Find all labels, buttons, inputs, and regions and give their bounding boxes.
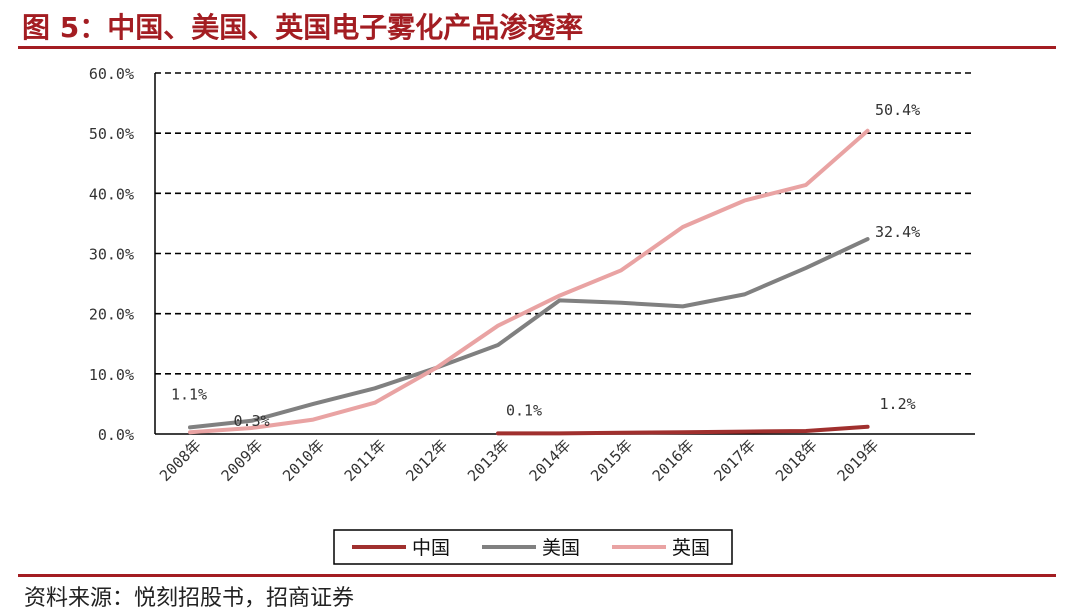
x-tick-label: 2008年 (156, 436, 205, 485)
y-tick-label: 0.0% (98, 426, 134, 444)
legend: 中国 美国 英国 (333, 529, 733, 565)
data-label: 50.4% (875, 101, 920, 119)
x-tick-label: 2013年 (464, 436, 513, 485)
data-label: 1.1% (171, 385, 207, 403)
data-label: 32.4% (875, 223, 920, 241)
title-underline (18, 46, 1056, 49)
x-tick-label: 2014年 (526, 436, 575, 485)
data-label: 0.3% (234, 412, 270, 430)
x-tick-label: 2018年 (772, 436, 821, 485)
data-label: 0.1% (506, 401, 542, 419)
x-tick-label: 2019年 (834, 436, 883, 485)
y-tick-label: 20.0% (89, 306, 134, 324)
x-tick-label: 2011年 (341, 436, 390, 485)
series-line-3 (188, 128, 870, 435)
y-tick-label: 10.0% (89, 366, 134, 384)
x-tick-labels: 2008年 2009年 2010年 2011年 2012年 2013年 2014年 2015年… (156, 436, 882, 485)
x-tick-label: 2017年 (710, 436, 759, 485)
y-tick-label: 30.0% (89, 246, 134, 264)
y-tick-label: 50.0% (89, 125, 134, 143)
x-tick-label: 2016年 (649, 436, 698, 485)
series-line-1 (496, 424, 870, 436)
series-lines (188, 128, 870, 436)
y-tick-label: 60.0% (89, 65, 134, 83)
legend-label: 美国 (542, 537, 580, 559)
x-tick-label: 2015年 (587, 436, 636, 485)
y-tick-labels: 0.0% 10.0% 20.0% 30.0% 40.0% 50.0% 60.0% (89, 65, 134, 444)
y-tick-label: 40.0% (89, 185, 134, 203)
x-tick-label: 2010年 (279, 436, 328, 485)
legend-label: 英国 (672, 537, 710, 559)
legend-label: 中国 (412, 537, 450, 559)
figure-title: 图 5：中国、美国、英国电子雾化产品渗透率 (22, 11, 584, 44)
source-note: 资料来源：悦刻招股书，招商证券 (24, 586, 355, 611)
data-label: 1.2% (880, 395, 916, 413)
x-tick-label: 2012年 (402, 436, 451, 485)
data-labels: 1.1% 0.3% 0.1% 1.2% 32.4% 50.4% (171, 101, 920, 430)
x-tick-label: 2009年 (218, 436, 267, 485)
series-line-2 (188, 237, 870, 430)
footer-rule (18, 574, 1056, 577)
gridlines (155, 72, 975, 375)
